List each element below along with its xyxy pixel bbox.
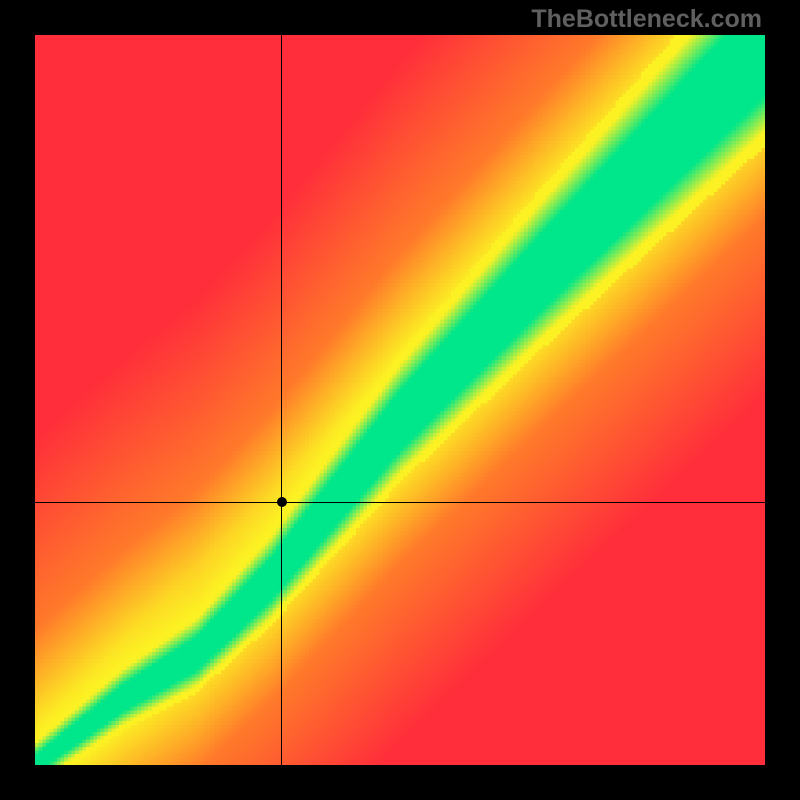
heatmap-plot <box>35 35 765 765</box>
crosshair-horizontal <box>35 502 765 503</box>
crosshair-vertical <box>281 35 282 765</box>
heatmap-canvas <box>35 35 765 765</box>
data-point-marker <box>277 497 287 507</box>
watermark-text: TheBottleneck.com <box>531 5 762 34</box>
